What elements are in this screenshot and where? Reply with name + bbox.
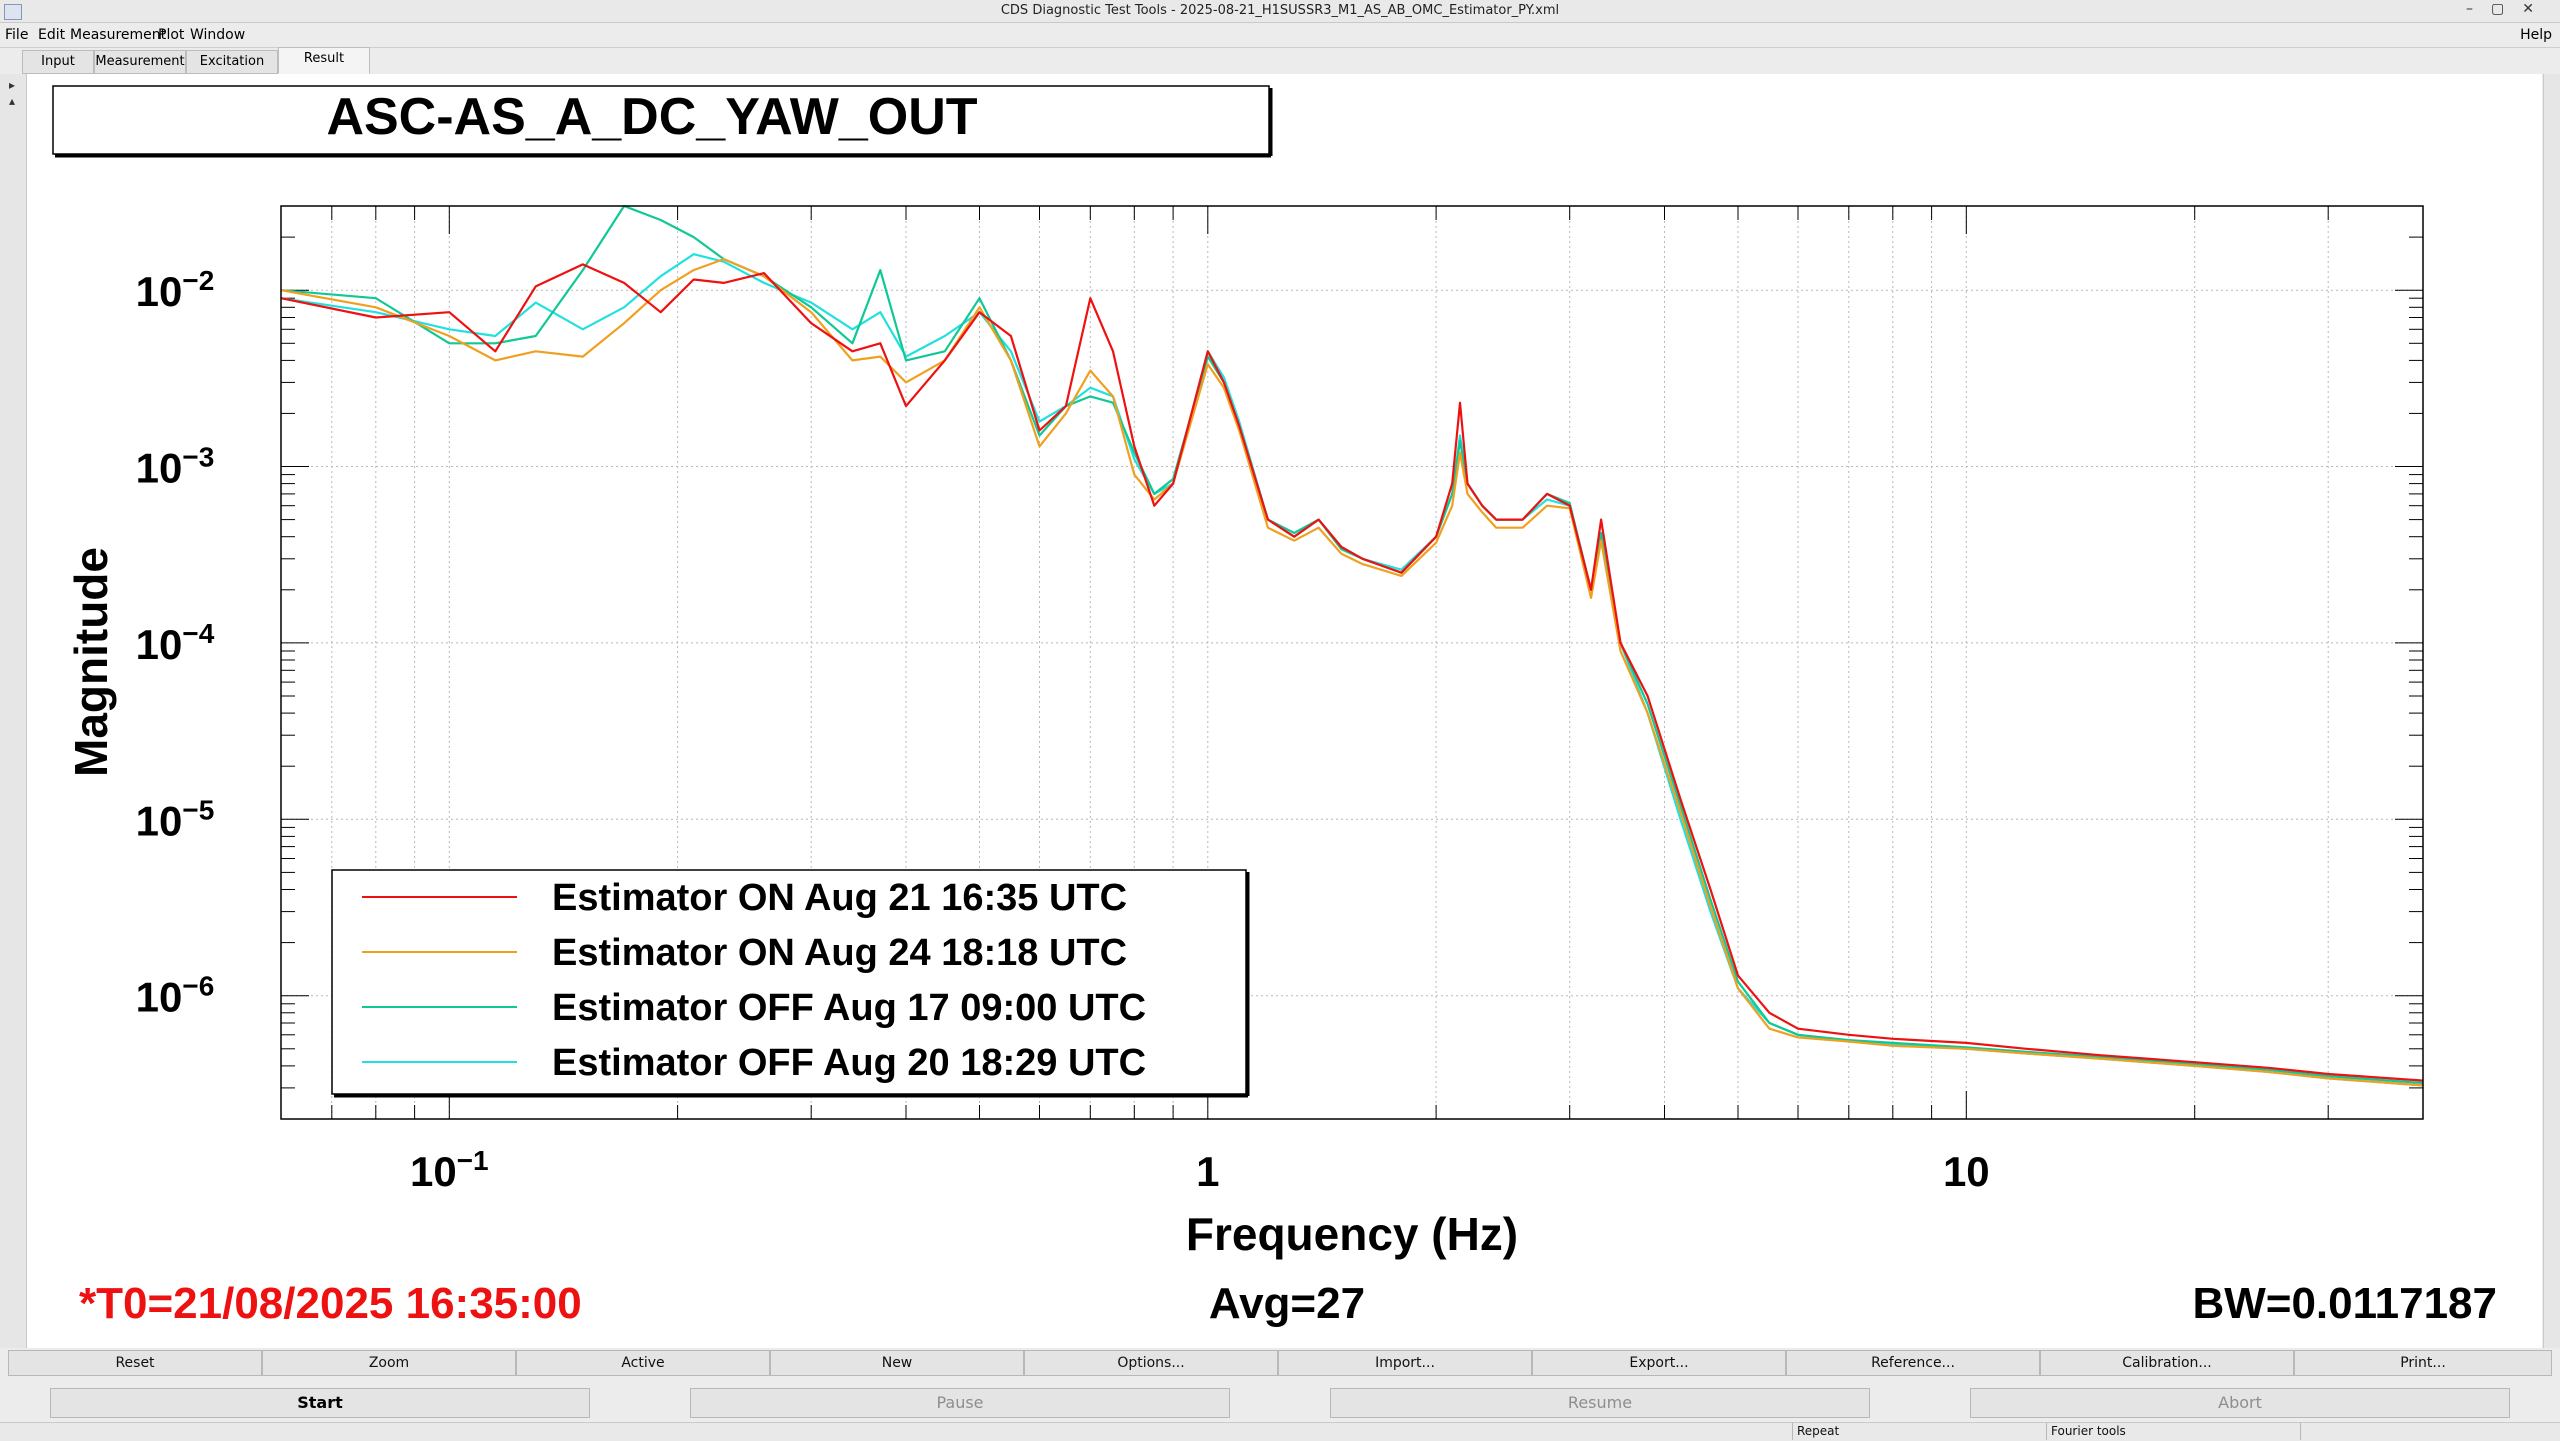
new-button[interactable]: New xyxy=(770,1350,1024,1376)
menu-window[interactable]: Window xyxy=(190,27,246,43)
options-button[interactable]: Options... xyxy=(1024,1350,1278,1376)
t0-readout: *T0=21/08/2025 16:35:00 xyxy=(79,1279,582,1328)
status-fourier-tools: Fourier tools xyxy=(2046,1423,2301,1440)
menu-file[interactable]: File xyxy=(5,27,29,43)
plot-canvas[interactable]: ASC-AS_A_DC_YAW_OUT 10−1 1 10 10−2 10−3 10−4… xyxy=(27,74,2542,1348)
x-tick-labels: 10−1 1 10 xyxy=(410,1145,1990,1195)
y-tick-label-1: 10−3 xyxy=(136,442,215,492)
vertical-scrollbar[interactable] xyxy=(2543,74,2560,1348)
import-button[interactable]: Import... xyxy=(1278,1350,1532,1376)
reference-button[interactable]: Reference... xyxy=(1786,1350,2040,1376)
tab-measurement[interactable]: Measurement xyxy=(94,50,186,74)
menu-bar: File Edit Measurement Plot Window Help xyxy=(0,23,2560,48)
arrow-up-icon[interactable]: ▴ xyxy=(9,94,16,108)
legend-label-on-aug21: Estimator ON Aug 21 16:35 UTC xyxy=(552,877,1127,919)
title-box xyxy=(52,85,1270,155)
reset-button[interactable]: Reset xyxy=(8,1350,262,1376)
legend-label-on-aug24: Estimator ON Aug 24 18:18 UTC xyxy=(552,932,1127,974)
legend-label-off-aug17: Estimator OFF Aug 17 09:00 UTC xyxy=(552,987,1146,1029)
menu-help[interactable]: Help xyxy=(2520,27,2552,43)
axis-ticks xyxy=(280,205,2424,1120)
y-tick-label-3: 10−5 xyxy=(136,794,215,844)
x-tick-label-1: 1 xyxy=(1196,1148,1219,1195)
start-button[interactable]: Start xyxy=(50,1388,590,1418)
tab-input[interactable]: Input xyxy=(22,50,94,74)
app-icon xyxy=(4,4,22,20)
plot-frame xyxy=(280,205,2424,1120)
calibration-button[interactable]: Calibration... xyxy=(2040,1350,2294,1376)
y-tick-label-0: 10−2 xyxy=(136,265,215,315)
tab-excitation[interactable]: Excitation xyxy=(186,50,278,74)
x-tick-label-2: 10 xyxy=(1943,1148,1990,1195)
legend-box xyxy=(331,869,1247,1095)
x-axis-label: Frequency (Hz) xyxy=(1186,1208,1518,1260)
y-axis-label: Magnitude xyxy=(65,547,117,777)
x-tick-label-0: 10−1 xyxy=(410,1145,489,1195)
close-icon[interactable]: ✕ xyxy=(2522,1,2552,17)
resume-button[interactable]: Resume xyxy=(1330,1388,1870,1418)
print-button[interactable]: Print... xyxy=(2294,1350,2552,1376)
pause-button[interactable]: Pause xyxy=(690,1388,1230,1418)
status-repeat: Repeat xyxy=(1792,1423,2047,1440)
status-bar: Repeat Fourier tools xyxy=(0,1422,2560,1441)
data-series xyxy=(280,204,2424,1087)
abort-button[interactable]: Abort xyxy=(1970,1388,2510,1418)
series-line-2 xyxy=(280,258,2424,1087)
export-button[interactable]: Export... xyxy=(1532,1350,1786,1376)
y-tick-label-2: 10−4 xyxy=(136,618,215,668)
minimize-icon[interactable]: – xyxy=(2466,1,2492,17)
measurement-control-row: Start Pause Resume Abort xyxy=(0,1388,2560,1420)
y-tick-labels: 10−2 10−3 10−4 10−5 10−6 xyxy=(136,265,215,1021)
left-side-strip: ▸ ▴ xyxy=(0,74,27,1348)
status-empty xyxy=(2300,1423,2560,1440)
plot-title: ASC-AS_A_DC_YAW_OUT xyxy=(326,88,977,146)
series-line-3 xyxy=(280,263,2424,1082)
legend: Estimator ON Aug 21 16:35 UTC Estimator … xyxy=(331,869,1250,1098)
avg-readout: Avg=27 xyxy=(1209,1279,1365,1328)
maximize-icon[interactable]: ▢ xyxy=(2491,1,2523,17)
window-titlebar: CDS Diagnostic Test Tools - 2025-08-21_H… xyxy=(0,0,2560,23)
menu-plot[interactable]: Plot xyxy=(158,27,185,43)
menu-edit[interactable]: Edit xyxy=(38,27,66,43)
active-button[interactable]: Active xyxy=(516,1350,770,1376)
tab-result[interactable]: Result xyxy=(278,47,370,74)
menu-measurement[interactable]: Measurement xyxy=(70,27,167,43)
bw-readout: BW=0.0117187 xyxy=(2192,1279,2497,1328)
plot-pad[interactable]: ASC-AS_A_DC_YAW_OUT 10−1 1 10 10−2 10−3 10−4… xyxy=(27,74,2542,1348)
y-tick-label-4: 10−6 xyxy=(136,971,215,1021)
plot-button-row: Reset Zoom Active New Options... Import.… xyxy=(8,1350,2552,1376)
arrow-right-icon[interactable]: ▸ xyxy=(9,78,16,92)
window-title: CDS Diagnostic Test Tools - 2025-08-21_H… xyxy=(1000,3,1560,18)
legend-label-off-aug20: Estimator OFF Aug 20 18:29 UTC xyxy=(552,1042,1146,1084)
zoom-button[interactable]: Zoom xyxy=(262,1350,516,1376)
